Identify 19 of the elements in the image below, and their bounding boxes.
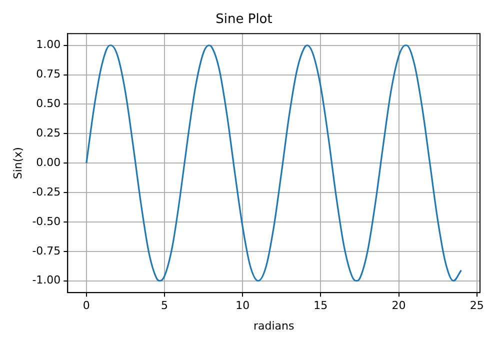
y-tick-label: -0.50	[32, 214, 61, 228]
x-tick-label: 25	[470, 299, 484, 312]
y-tick-label: -0.75	[32, 244, 61, 258]
y-tick-label: -0.25	[32, 185, 61, 198]
line-series	[86, 44, 462, 282]
x-tick-label: 5	[161, 299, 168, 312]
x-tick-label: 20	[392, 299, 406, 312]
y-tick-label: 1.00	[36, 38, 61, 52]
x-tick-label: 15	[314, 299, 328, 312]
y-tick-label: 0.50	[36, 97, 61, 110]
x-tick-label: 0	[82, 299, 90, 312]
x-tick-label: 10	[236, 299, 250, 312]
chart-title: Sine Plot	[216, 12, 272, 28]
y-tick-label: 0.75	[36, 68, 61, 81]
y-tick-label: -1.00	[32, 274, 61, 287]
x-axis-title: radians	[253, 319, 294, 332]
y-tick-label: 0.00	[36, 156, 61, 169]
y-tick-label: 0.25	[36, 126, 61, 140]
y-axis-title: Sin(x)	[11, 147, 24, 180]
